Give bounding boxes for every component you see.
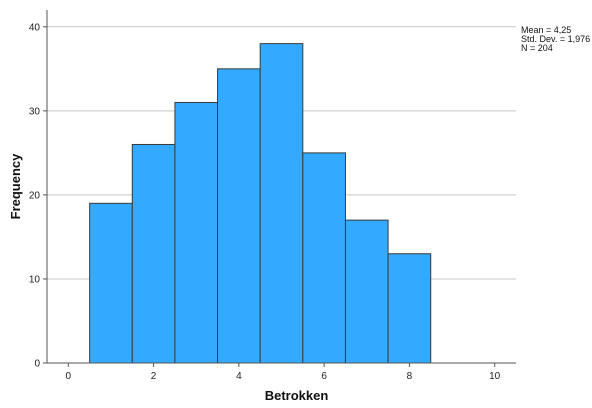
- stats-n: N = 204: [521, 43, 553, 53]
- x-tick-label-8: 8: [407, 371, 413, 382]
- x-tick-label-0: 0: [66, 371, 72, 382]
- y-ticks: 0 10 20 30 40: [29, 22, 47, 370]
- histogram-bar-4: [217, 68, 261, 364]
- x-tick-label-2: 2: [151, 371, 157, 382]
- y-tick-label-10: 10: [29, 274, 41, 285]
- y-tick-label-30: 30: [29, 106, 41, 117]
- histogram-bar-6: [302, 152, 346, 364]
- x-ticks: 0 2 4 6 8 10: [66, 363, 501, 382]
- stats-mean: Mean = 4,25: [521, 25, 571, 35]
- histogram-bar-7: [344, 219, 389, 364]
- histogram-bar-8: [387, 253, 432, 364]
- x-axis-title: Betrokken: [265, 388, 329, 403]
- bars: [89, 43, 432, 364]
- x-tick-label-6: 6: [321, 371, 327, 382]
- y-tick-label-0: 0: [34, 359, 40, 370]
- histogram-bar-5: [259, 43, 304, 364]
- x-tick-label-4: 4: [236, 371, 242, 382]
- histogram-bar-1: [89, 202, 133, 364]
- histogram-bar-3: [174, 101, 219, 364]
- stats-std-dev: Std. Dev. = 1,976: [521, 34, 590, 44]
- y-tick-label-40: 40: [29, 22, 41, 33]
- y-tick-label-20: 20: [29, 190, 41, 201]
- x-tick-label-10: 10: [489, 371, 501, 382]
- stats-legend: Mean = 4,25 Std. Dev. = 1,976 N = 204: [521, 25, 590, 53]
- y-axis-title: Frequency: [8, 153, 23, 220]
- histogram-bar-2: [131, 143, 176, 364]
